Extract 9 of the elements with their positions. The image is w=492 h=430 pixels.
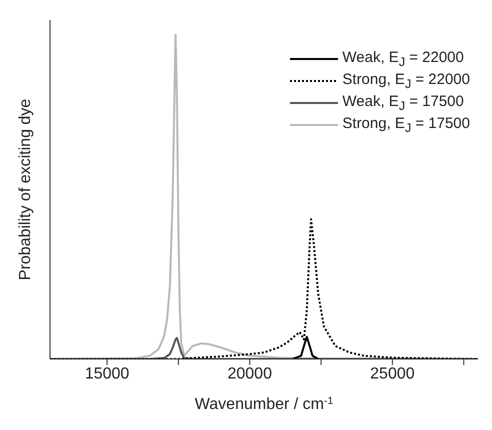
x-tick-label: 15000 xyxy=(84,365,130,382)
y-axis-title: Probability of exciting dye xyxy=(17,98,34,280)
legend-label: Weak, E$_{J}$ = 22000 xyxy=(342,49,464,69)
legend-label: Strong, E$_{J}$ = 22000 xyxy=(342,71,470,91)
x-axis-title: Wavenumber / cm$^{-1}$ xyxy=(194,396,334,413)
legend-label: Strong, E$_{J}$ = 17500 xyxy=(342,115,470,135)
legend-label: Weak, E$_{J}$ = 17500 xyxy=(342,93,464,113)
x-tick-label: 20000 xyxy=(227,365,272,382)
x-tick-label: 25000 xyxy=(370,365,415,382)
